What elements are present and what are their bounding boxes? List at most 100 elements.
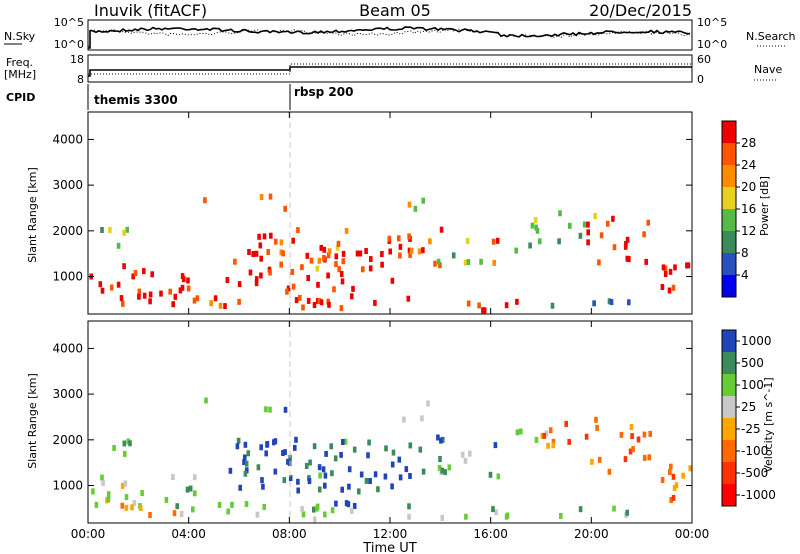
- velocity-cell: [317, 486, 322, 493]
- velocity-cell: [120, 482, 125, 489]
- velocity-cell: [544, 430, 549, 437]
- velocity-cell: [642, 454, 647, 461]
- velocity-cell: [407, 513, 411, 520]
- power-cell: [623, 243, 628, 250]
- velocity-cell: [551, 438, 556, 445]
- power-cell: [209, 300, 213, 307]
- power-cell: [148, 291, 153, 298]
- power-cell: [421, 247, 425, 254]
- power-cell: [593, 213, 597, 219]
- velocity-cell: [578, 506, 583, 513]
- velocity-colorbar-tick-label: -100: [741, 444, 768, 458]
- power-cell: [109, 284, 114, 291]
- velocity-cell: [236, 437, 241, 444]
- power-cell: [121, 300, 125, 307]
- power-cell: [195, 295, 200, 302]
- velocity-cell: [308, 459, 312, 466]
- time-tick-label: 04:00: [171, 527, 206, 541]
- velocity-cell: [288, 454, 292, 461]
- power-cell: [407, 233, 411, 240]
- velocity-cell: [402, 416, 406, 423]
- power-colorbar-swatch: [722, 209, 736, 231]
- power-cell: [344, 227, 349, 234]
- beam-title: Beam 05: [359, 1, 431, 20]
- power-cell: [663, 271, 668, 277]
- velocity-cell: [346, 501, 351, 508]
- time-tick-label: 08:00: [272, 527, 307, 541]
- power-cell: [465, 238, 470, 244]
- power-cell: [142, 268, 146, 275]
- velocity-cell: [407, 503, 411, 510]
- velocity-cell: [447, 464, 452, 471]
- velocity-cell: [124, 504, 129, 511]
- velocity-ylabel: Slant Range [km]: [26, 373, 39, 469]
- power-cell: [533, 217, 538, 224]
- power-cell: [606, 220, 610, 227]
- power-cell: [159, 290, 163, 297]
- velocity-cell: [204, 397, 208, 404]
- velocity-cell: [238, 484, 242, 491]
- velocity-ytick-label: 1000: [52, 479, 83, 493]
- power-colorbar-swatch: [722, 187, 736, 209]
- freq-tick-bottom: 8: [77, 73, 84, 86]
- power-cell: [266, 249, 270, 255]
- power-cell: [597, 259, 601, 266]
- velocity-colorbar-tick-label: -500: [741, 466, 768, 480]
- velocity-cell: [647, 454, 652, 461]
- power-cell: [125, 226, 129, 233]
- power-cell: [137, 288, 142, 295]
- velocity-cell: [352, 503, 357, 509]
- power-cell: [364, 248, 368, 254]
- power-cell: [309, 257, 314, 264]
- velocity-cell: [669, 463, 673, 470]
- power-cell: [586, 239, 590, 246]
- velocity-cell: [564, 420, 568, 427]
- power-cell: [397, 235, 401, 242]
- velocity-cell: [217, 501, 222, 508]
- power-cell: [286, 285, 291, 292]
- power-cell: [646, 219, 651, 226]
- power-cell: [254, 276, 259, 283]
- velocity-cell: [317, 464, 322, 471]
- velocity-cell: [669, 497, 673, 503]
- velocity-colorbar-swatch: [722, 462, 736, 484]
- velocity-cell: [390, 461, 395, 468]
- velocity-cell: [243, 454, 247, 461]
- velocity-cell: [623, 456, 628, 463]
- velocity-cell: [347, 483, 351, 490]
- velocity-cell: [548, 427, 553, 434]
- power-cell: [477, 302, 481, 309]
- velocity-cell: [421, 468, 426, 475]
- power-cell: [355, 250, 360, 257]
- velocity-cell: [443, 469, 447, 476]
- velocity-cell: [288, 475, 293, 482]
- power-cell: [609, 299, 614, 306]
- velocity-cell: [630, 433, 634, 440]
- velocity-cell: [366, 452, 370, 459]
- power-cell: [625, 236, 630, 243]
- power-cell: [592, 300, 596, 307]
- power-cell: [515, 298, 519, 305]
- power-cell: [305, 252, 310, 259]
- power-cell: [281, 250, 285, 257]
- power-ytick-label: 3000: [52, 178, 83, 192]
- power-cell: [306, 275, 310, 281]
- velocity-cell: [688, 465, 692, 472]
- power-cell: [259, 194, 264, 200]
- power-colorbar-swatch: [722, 253, 736, 275]
- power-cell: [578, 232, 583, 239]
- velocity-cell: [519, 428, 523, 435]
- velocity-cell: [612, 505, 616, 512]
- power-cell: [341, 250, 346, 257]
- velocity-cell: [597, 456, 602, 463]
- nsky-tick-bottom: 10^0: [54, 38, 84, 51]
- power-cell: [599, 232, 604, 239]
- power-cell: [339, 305, 344, 312]
- velocity-cell: [101, 480, 105, 486]
- nsearch-label: N.Search: [746, 30, 796, 43]
- freq-unit: [MHz]: [4, 68, 36, 81]
- power-cell: [237, 281, 242, 288]
- velocity-cell: [312, 516, 317, 523]
- power-ytick-label: 2000: [52, 224, 83, 238]
- nave-label: Nave: [754, 63, 782, 76]
